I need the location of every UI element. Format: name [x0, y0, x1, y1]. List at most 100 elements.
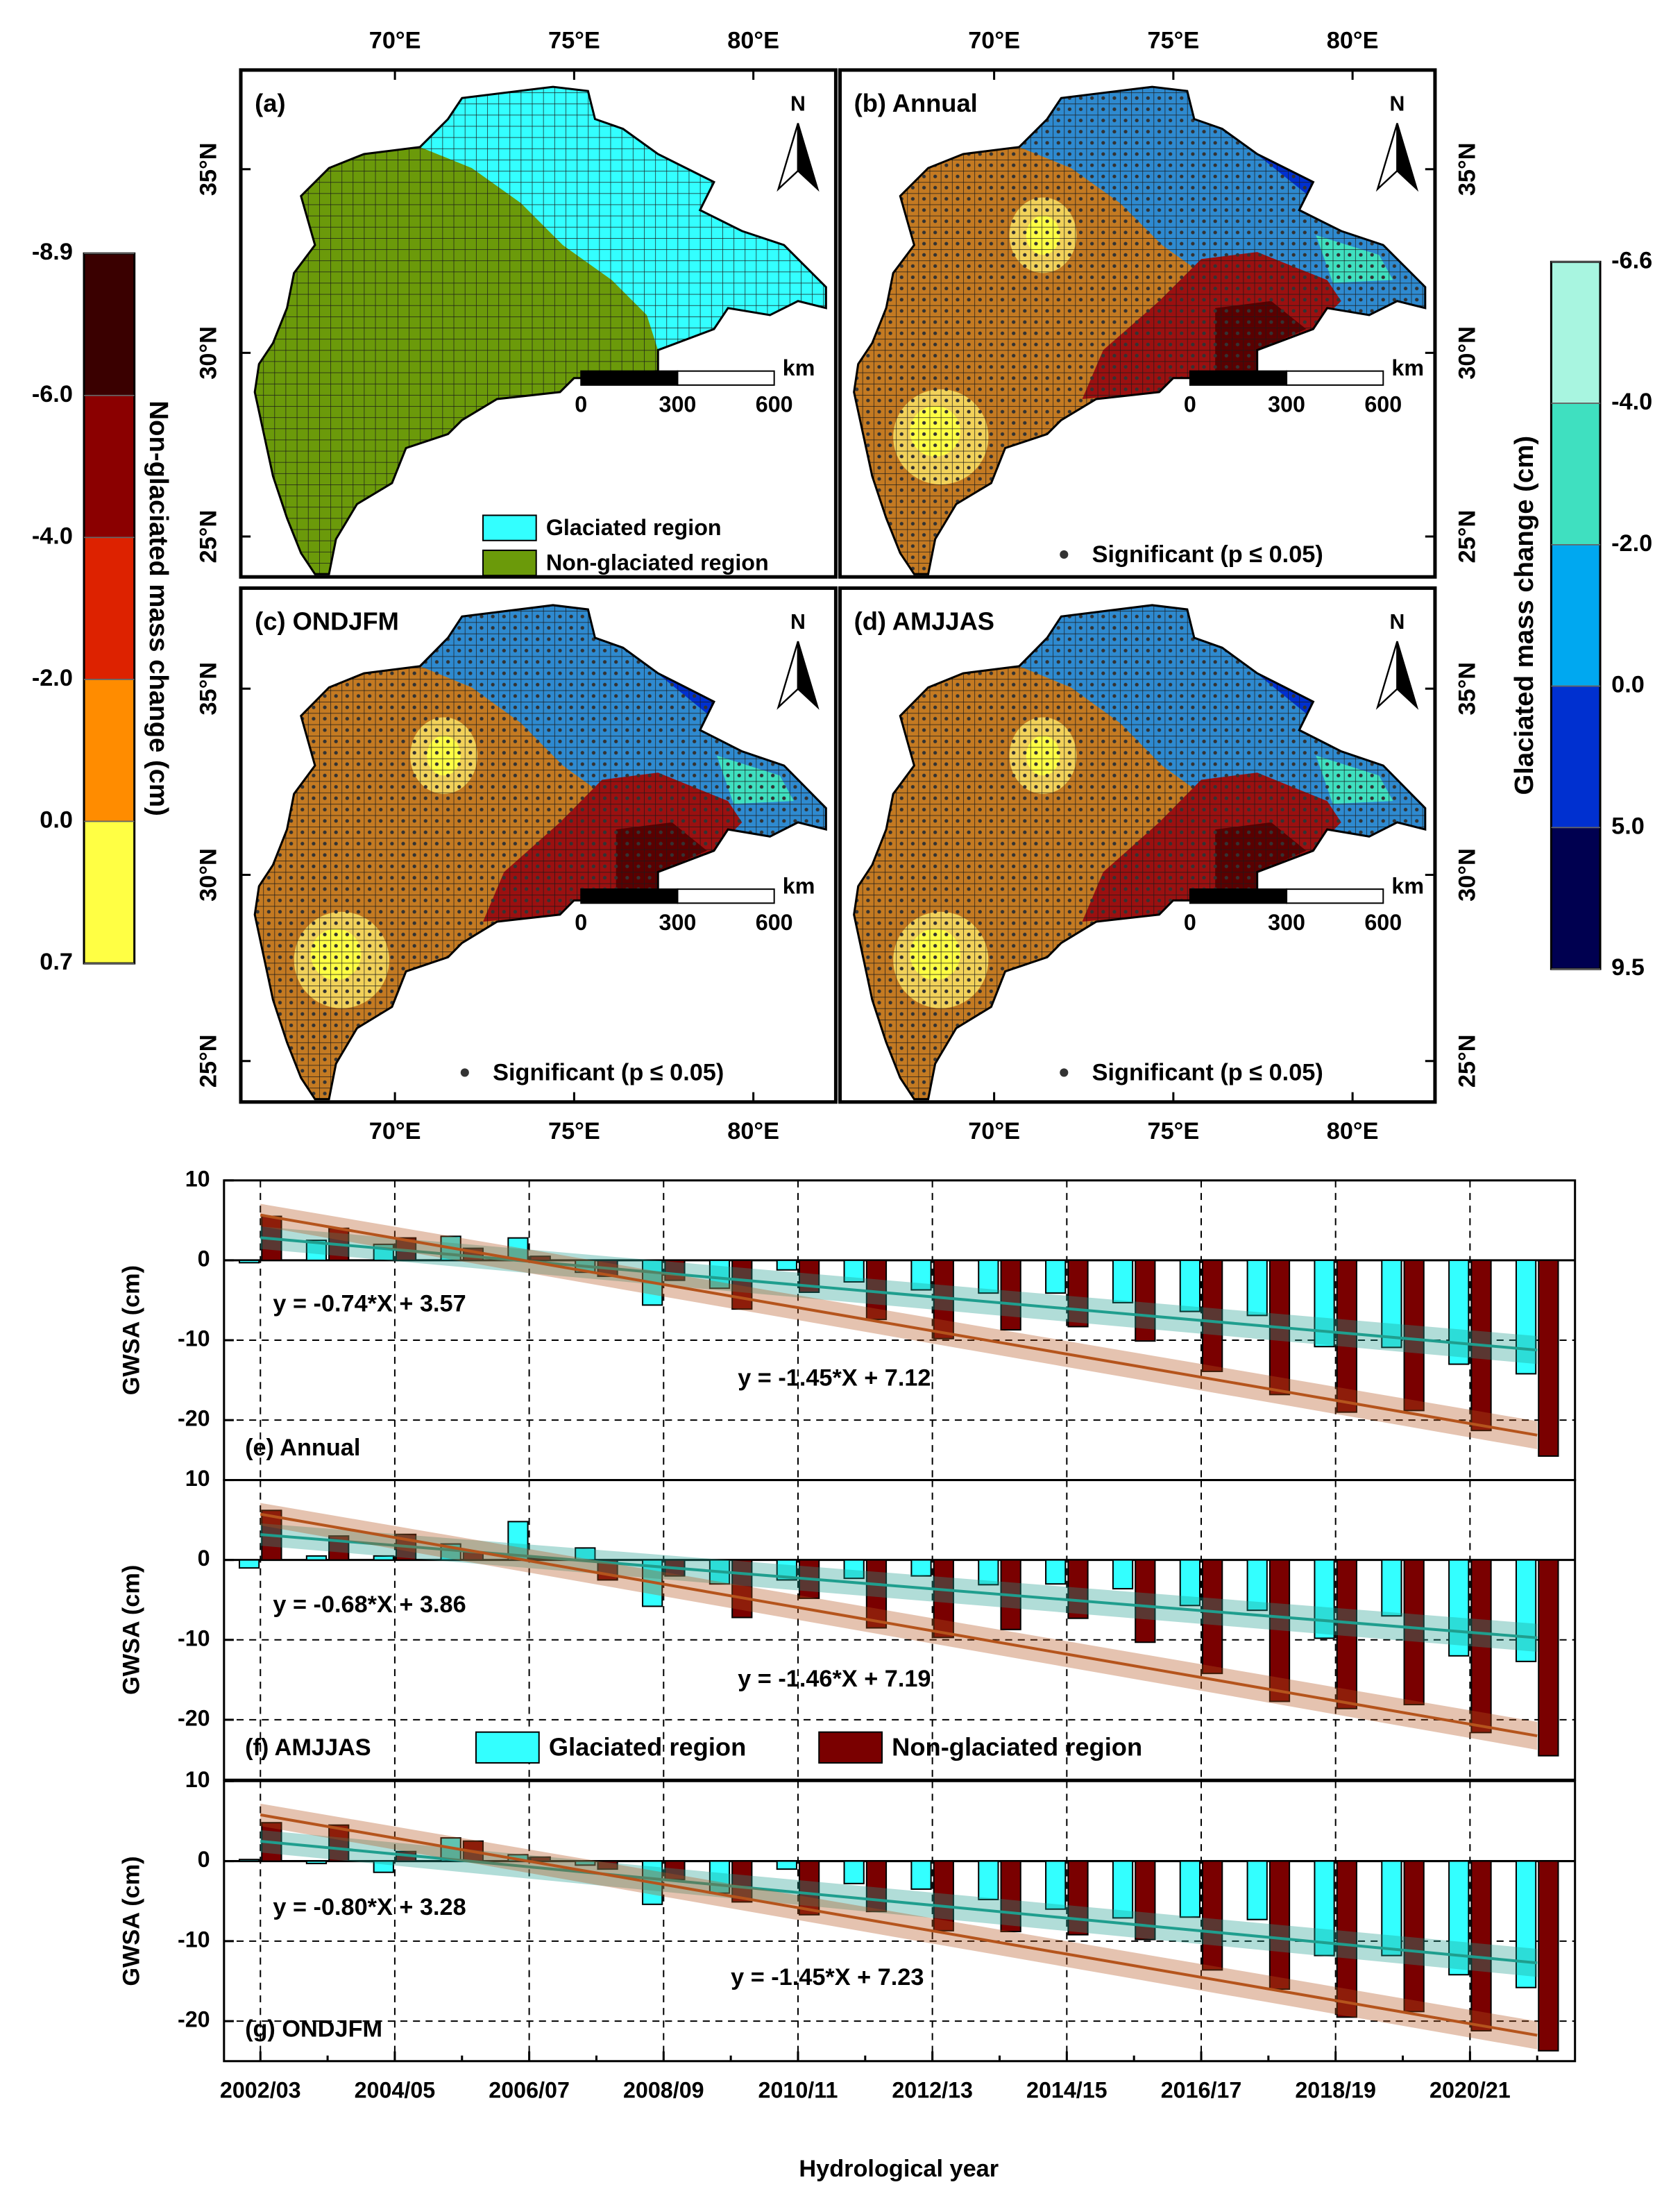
map-outline [253, 604, 827, 1101]
y-tick-label: 35°N [1454, 142, 1480, 196]
scale-tick-label: 0 [1184, 910, 1196, 935]
scale-tick-label: 300 [659, 910, 697, 935]
north-arrow [797, 123, 820, 192]
trend-line [260, 1236, 1538, 1352]
x-tick-label: 2018/19 [1295, 2078, 1376, 2103]
bar [731, 1559, 753, 1618]
bar [1135, 1559, 1156, 1643]
x-tick-label: 75°E [1148, 1118, 1200, 1144]
colorbar-tick-label: 0.0 [40, 807, 73, 834]
bar [1336, 1259, 1357, 1413]
colorbar-title: Glaciated mass change (cm) [1509, 436, 1539, 795]
x-tick-label: 2008/09 [623, 2078, 704, 2103]
y-axis-label: GWSA (cm) [119, 1565, 145, 1695]
colorbar-tick-label: -8.9 [32, 239, 73, 265]
panel-label: (c) ONDJFM [255, 607, 399, 635]
y-tick-label: -10 [178, 1326, 210, 1351]
scale-unit: km [783, 874, 815, 899]
map [253, 85, 827, 575]
x-tick-label: 70°E [369, 28, 421, 54]
scale-tick-label: 0 [575, 392, 587, 417]
bar [843, 1259, 865, 1283]
map-fill [255, 605, 826, 1099]
bar [1381, 1860, 1402, 1956]
scale-unit: km [783, 355, 815, 380]
plot-frame [223, 1780, 1577, 2063]
map-outline [853, 85, 1427, 575]
significance-dots [255, 605, 826, 1099]
bar [910, 1559, 932, 1577]
bar [305, 1555, 328, 1561]
y-tick-label: 25°N [196, 510, 222, 564]
colorbar-tick-label: -6.6 [1611, 247, 1652, 273]
bar [1179, 1860, 1201, 1918]
scale-bar [1286, 370, 1384, 386]
scale-bar [580, 888, 679, 904]
x-tick-label: 70°E [968, 1118, 1020, 1144]
y-tick-label: 0 [198, 1847, 210, 1872]
legend-label: Non-glaciated region [546, 550, 769, 575]
x-tick-label: 2002/03 [220, 2078, 301, 2103]
bar [1000, 1259, 1021, 1331]
bar [731, 1860, 753, 1903]
bar [1045, 1860, 1067, 1910]
y-tick-label: -10 [178, 1625, 210, 1650]
bar [373, 1860, 394, 1873]
map [253, 604, 827, 1101]
north-arrow [777, 123, 799, 192]
map-fill [854, 605, 1425, 1099]
bar [1179, 1559, 1201, 1607]
y-tick-label: -20 [178, 2007, 210, 2032]
scale-tick-label: 600 [756, 392, 793, 417]
bar [1202, 1860, 1223, 1971]
trend-equation: y = -0.74*X + 3.57 [273, 1290, 466, 1317]
y-axis-label: GWSA (cm) [119, 1856, 145, 1986]
bar [933, 1559, 954, 1639]
north-arrow [777, 641, 799, 710]
north-label: N [790, 611, 806, 634]
bar [843, 1559, 865, 1580]
x-tick-label: 75°E [1148, 28, 1200, 54]
bar [1515, 1860, 1537, 1988]
colorbar-segment [1550, 685, 1601, 829]
x-tick-label: 2020/21 [1429, 2078, 1511, 2103]
bar [1314, 1559, 1335, 1639]
map [853, 85, 1427, 575]
grid-cells [255, 87, 826, 575]
bar [597, 1860, 618, 1870]
map-outline [253, 85, 827, 575]
bar [776, 1259, 797, 1271]
panel-label: (d) AMJJAS [854, 607, 994, 635]
legend-dot [1060, 550, 1069, 559]
bar [1112, 1559, 1134, 1590]
y-tick-label: 25°N [196, 1034, 222, 1088]
scale-unit: km [1391, 874, 1424, 899]
legend-swatch [475, 1731, 540, 1764]
colorbar-segment [83, 253, 135, 396]
bar [238, 1559, 260, 1569]
y-tick-label: 10 [185, 1166, 210, 1191]
bar [1135, 1259, 1156, 1342]
y-tick-label: 25°N [1454, 1034, 1480, 1088]
bar [1202, 1559, 1223, 1675]
y-tick-label: 35°N [1454, 662, 1480, 716]
colorbar-tick-label: -2.0 [32, 665, 73, 691]
north-label: N [1390, 611, 1405, 634]
legend-label: Glaciated region [549, 1732, 746, 1761]
colorbar-tick-label: 9.5 [1611, 954, 1645, 981]
colorbar-title: Non-glaciated mass change (cm) [144, 400, 173, 816]
significance-label: Significant (p ≤ 0.05) [493, 1060, 724, 1086]
x-tick-label: 2012/13 [892, 2078, 973, 2103]
north-label: N [790, 92, 806, 115]
scale-bar [677, 370, 775, 386]
y-tick-label: -10 [178, 1927, 210, 1952]
trend-line [260, 1839, 1538, 1965]
bar [1067, 1860, 1089, 1936]
map [853, 604, 1427, 1101]
bar [865, 1559, 888, 1629]
scale-tick-label: 600 [1364, 910, 1402, 935]
bar [1538, 1259, 1559, 1457]
y-tick-label: -20 [178, 1406, 210, 1431]
colorbar-segment [83, 679, 135, 822]
bar [1538, 1559, 1559, 1757]
